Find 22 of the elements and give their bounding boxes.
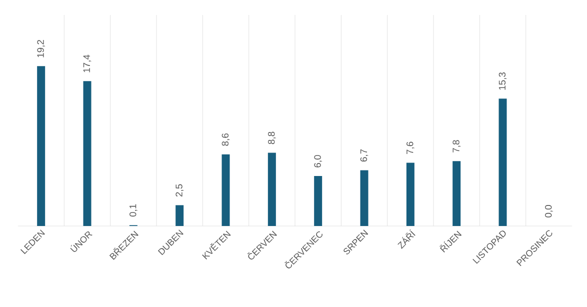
bar [314, 176, 322, 226]
data-label: 6,0 [314, 155, 322, 168]
data-label: 8,8 [268, 132, 276, 144]
data-label: 19,2 [37, 40, 45, 58]
data-label: 17,4 [83, 54, 92, 72]
bar [268, 152, 276, 226]
bar [176, 205, 184, 226]
data-label: 0,1 [130, 204, 138, 217]
data-label: 7,6 [406, 142, 414, 154]
data-label: 8,6 [222, 133, 230, 146]
bar [452, 161, 461, 226]
bar [406, 162, 414, 226]
bar [83, 81, 92, 226]
bar [360, 170, 368, 226]
data-label: 15,3 [498, 72, 507, 90]
bar [37, 66, 46, 226]
data-label: 2,5 [176, 184, 184, 197]
data-label: 6,7 [360, 149, 368, 162]
data-label: 7,8 [452, 140, 461, 152]
bar [222, 154, 230, 226]
bar [498, 98, 507, 226]
data-label: 0,0 [545, 205, 553, 218]
